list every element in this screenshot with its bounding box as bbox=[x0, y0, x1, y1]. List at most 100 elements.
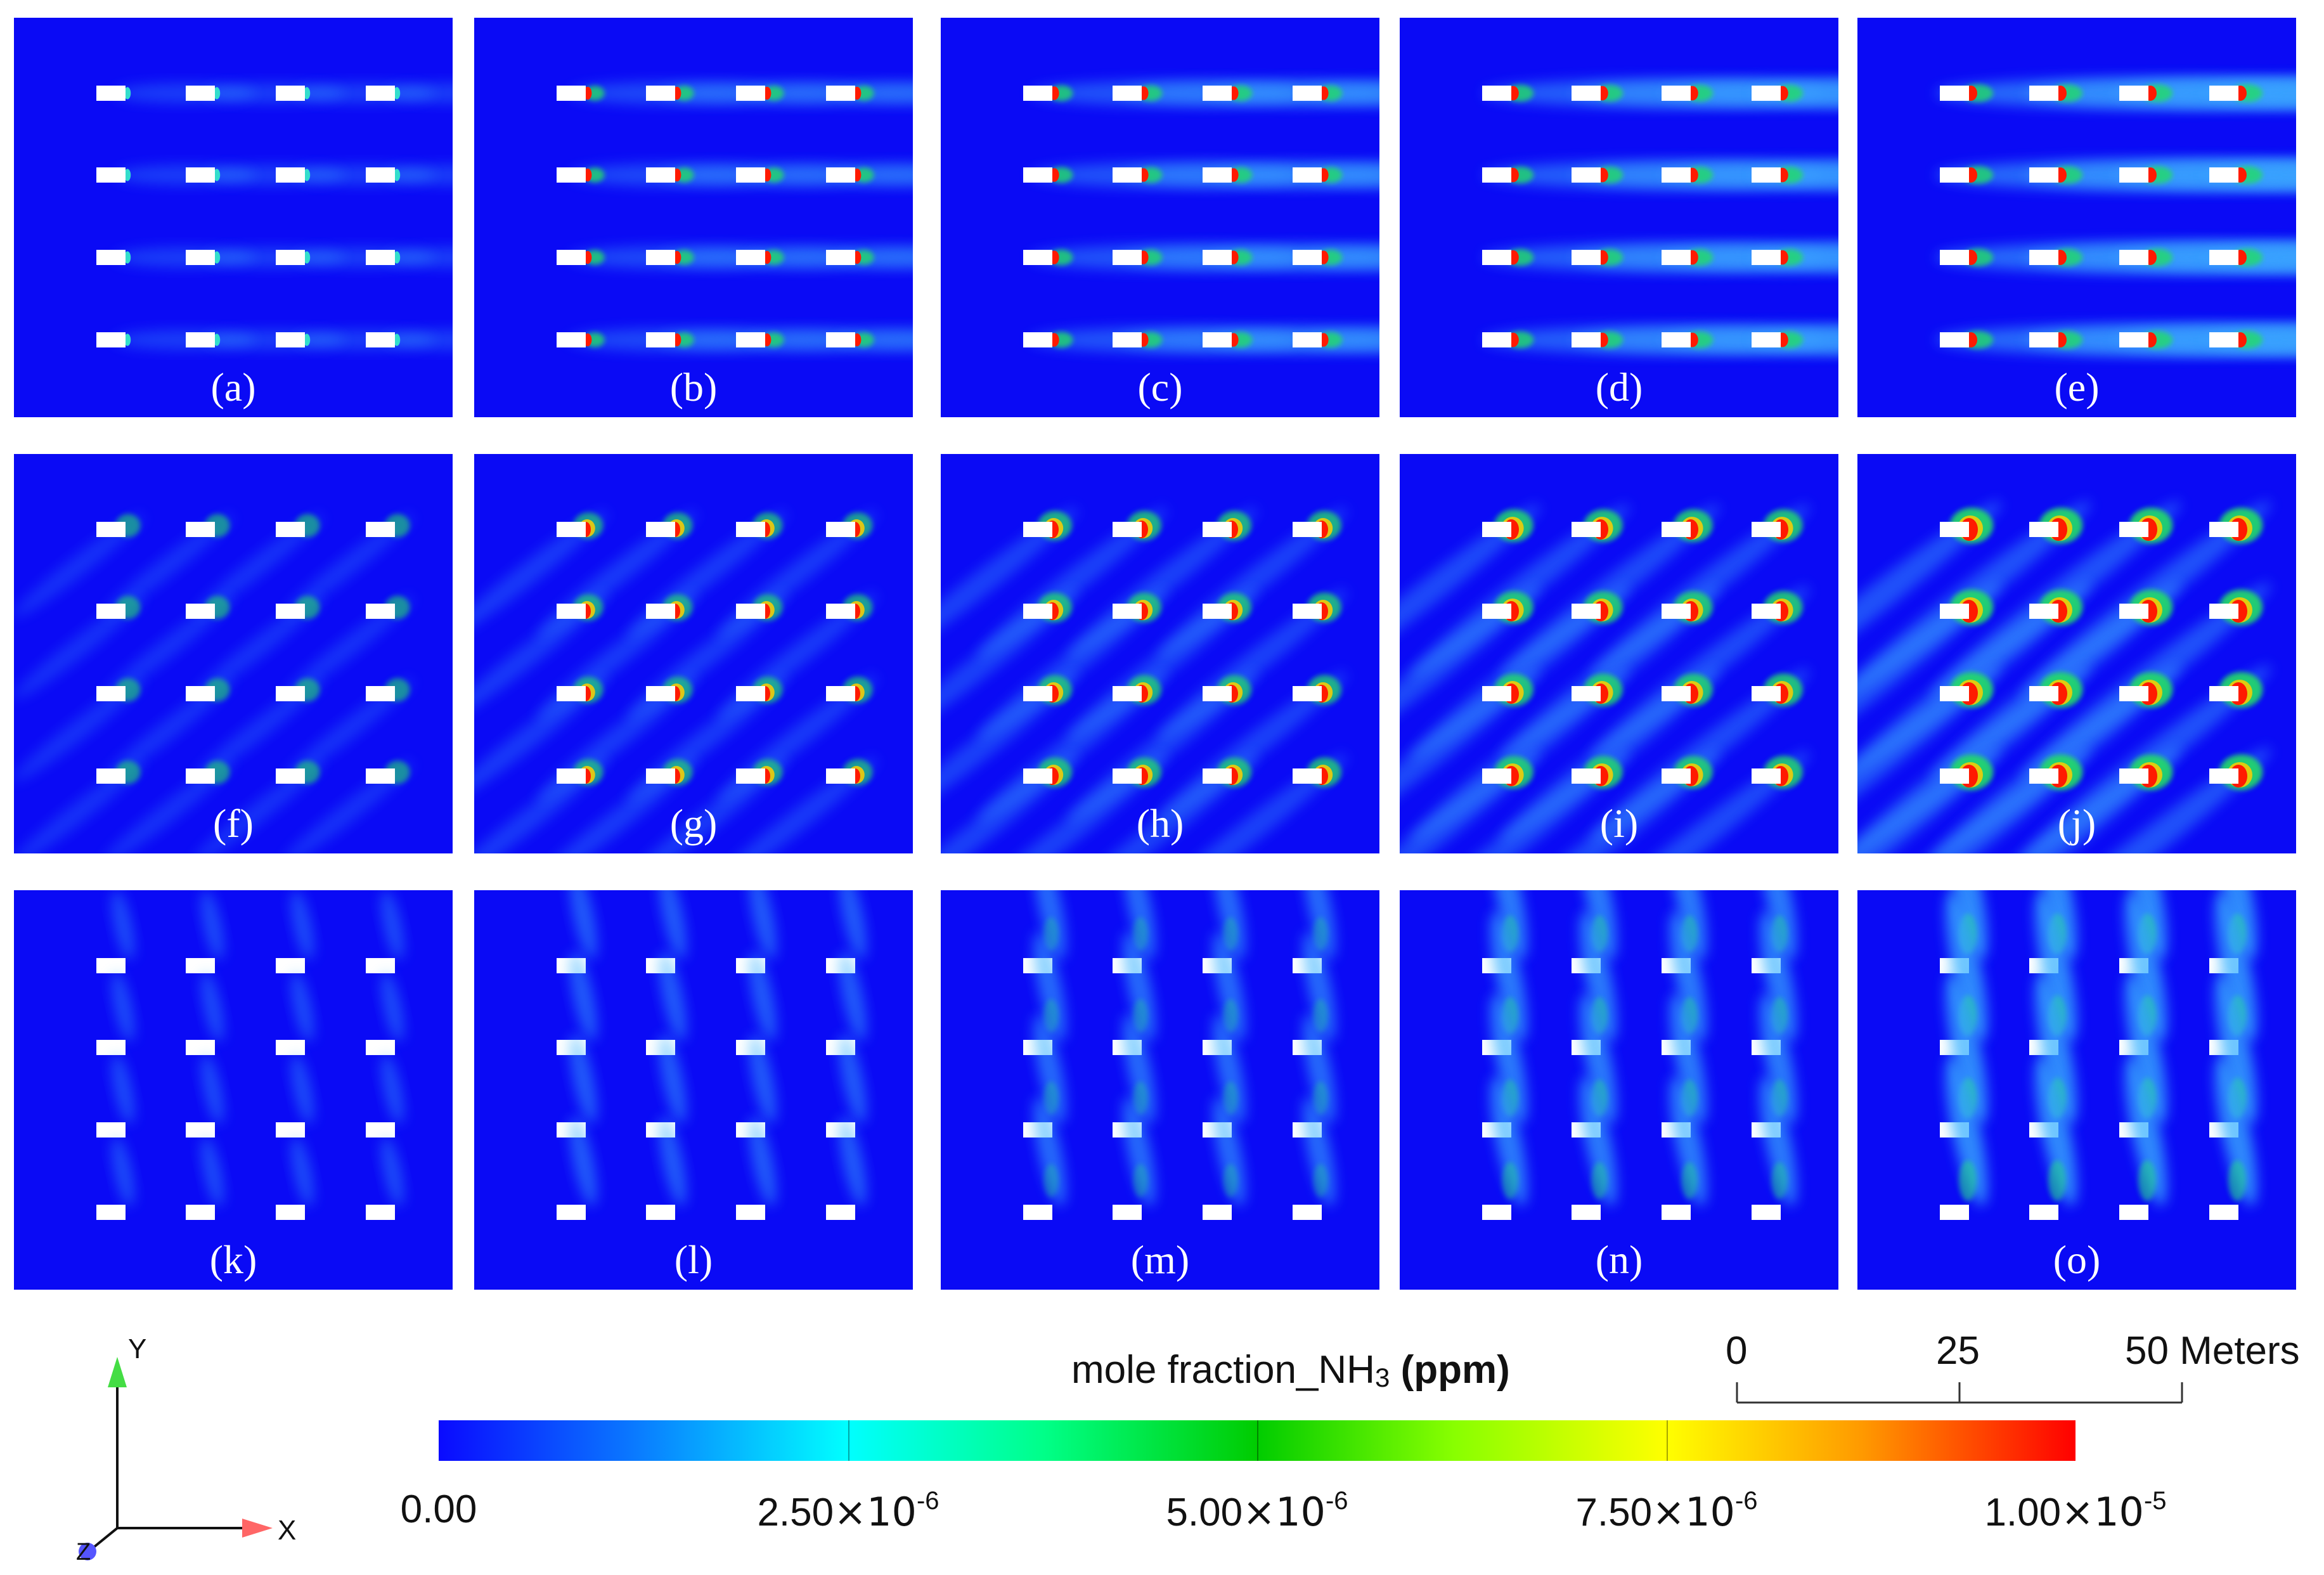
building-block bbox=[1203, 686, 1232, 701]
panel-o: (o) bbox=[1857, 890, 2296, 1290]
building-block bbox=[1293, 522, 1322, 537]
building-block bbox=[366, 86, 395, 101]
building-block bbox=[186, 167, 215, 183]
building-block bbox=[1023, 522, 1052, 537]
building-block bbox=[1293, 768, 1322, 784]
building-block bbox=[366, 332, 395, 347]
building-block bbox=[1662, 768, 1691, 784]
building-block bbox=[826, 86, 855, 101]
building-block bbox=[736, 1205, 765, 1220]
colorbar-tick bbox=[1257, 1420, 1258, 1461]
building-block bbox=[1572, 604, 1601, 619]
building-block bbox=[276, 768, 305, 784]
panel-a: (a) bbox=[14, 18, 453, 417]
building-block bbox=[2119, 250, 2148, 265]
panel-label: (d) bbox=[1595, 365, 1643, 410]
panel-label: (i) bbox=[1599, 801, 1639, 846]
building-block bbox=[186, 522, 215, 537]
building-block bbox=[186, 604, 215, 619]
building-block bbox=[1023, 686, 1052, 701]
axis-triad: Y X Z bbox=[57, 1333, 323, 1569]
panel-f: (f) bbox=[14, 454, 453, 853]
colorbar-tick bbox=[1667, 1420, 1668, 1461]
building-block bbox=[1113, 250, 1142, 265]
building-block bbox=[1113, 768, 1142, 784]
building-block bbox=[1572, 86, 1601, 101]
building-block bbox=[276, 250, 305, 265]
panel-label: (g) bbox=[669, 801, 718, 846]
building-block bbox=[1752, 1205, 1781, 1220]
building-block bbox=[1940, 1205, 1969, 1220]
building-block bbox=[96, 958, 126, 973]
building-block bbox=[2209, 167, 2238, 183]
building-block bbox=[1203, 332, 1232, 347]
scale-label-25: 25 bbox=[1936, 1329, 1980, 1373]
building-block bbox=[1662, 86, 1691, 101]
building-block bbox=[2119, 86, 2148, 101]
building-block bbox=[1203, 522, 1232, 537]
building-block bbox=[96, 167, 126, 183]
building-block bbox=[646, 332, 675, 347]
building-block bbox=[96, 86, 126, 101]
building-block bbox=[366, 167, 395, 183]
building-block bbox=[1752, 250, 1781, 265]
building-block bbox=[1113, 167, 1142, 183]
building-block bbox=[96, 250, 126, 265]
panel-b: (b) bbox=[474, 18, 913, 417]
building-block bbox=[1572, 250, 1601, 265]
building-block bbox=[1940, 167, 1969, 183]
panel-i: (i) bbox=[1400, 454, 1838, 853]
building-block bbox=[1940, 86, 1969, 101]
building-block bbox=[1293, 1205, 1322, 1220]
building-block bbox=[366, 1122, 395, 1138]
building-block bbox=[2209, 522, 2238, 537]
building-block bbox=[1482, 332, 1511, 347]
building-block bbox=[736, 686, 765, 701]
building-block bbox=[1113, 332, 1142, 347]
panel-n: (n) bbox=[1400, 890, 1838, 1290]
colorbar-tick-label: 7.50×10-6 bbox=[1575, 1487, 1758, 1535]
scale-label-0: 0 bbox=[1726, 1329, 1748, 1373]
building-block bbox=[1203, 250, 1232, 265]
building-block bbox=[646, 167, 675, 183]
panel-label: (e) bbox=[2054, 365, 2100, 410]
building-block bbox=[826, 768, 855, 784]
building-block bbox=[1662, 332, 1691, 347]
building-block bbox=[366, 604, 395, 619]
building-block bbox=[557, 1205, 586, 1220]
building-block bbox=[1482, 167, 1511, 183]
building-block bbox=[1293, 250, 1322, 265]
building-block bbox=[186, 1040, 215, 1055]
building-block bbox=[1752, 522, 1781, 537]
colorbar-tick-label: 2.50×10-6 bbox=[757, 1487, 939, 1535]
building-block bbox=[1940, 686, 1969, 701]
building-block bbox=[2119, 332, 2148, 347]
building-block bbox=[1482, 604, 1511, 619]
building-block bbox=[736, 250, 765, 265]
building-block bbox=[1293, 604, 1322, 619]
building-block bbox=[2209, 686, 2238, 701]
panel-m: (m) bbox=[941, 890, 1379, 1290]
building-block bbox=[2029, 250, 2058, 265]
building-block bbox=[1940, 604, 1969, 619]
colorbar-tick-label: 1.00×10-5 bbox=[1984, 1487, 2167, 1535]
building-block bbox=[1940, 768, 1969, 784]
scale-label-50: 50 Meters bbox=[2125, 1329, 2300, 1373]
panel-label: (a) bbox=[210, 365, 256, 410]
building-block bbox=[366, 250, 395, 265]
building-block bbox=[96, 522, 126, 537]
building-block bbox=[366, 768, 395, 784]
building-block bbox=[1662, 686, 1691, 701]
building-block bbox=[1662, 250, 1691, 265]
building-block bbox=[1662, 1205, 1691, 1220]
building-block bbox=[186, 768, 215, 784]
building-block bbox=[2119, 604, 2148, 619]
building-block bbox=[1940, 522, 1969, 537]
building-block bbox=[557, 86, 586, 101]
building-block bbox=[826, 522, 855, 537]
building-block bbox=[826, 1205, 855, 1220]
panel-label: (h) bbox=[1136, 801, 1184, 846]
building-block bbox=[96, 1205, 126, 1220]
building-block bbox=[186, 332, 215, 347]
building-block bbox=[1752, 768, 1781, 784]
